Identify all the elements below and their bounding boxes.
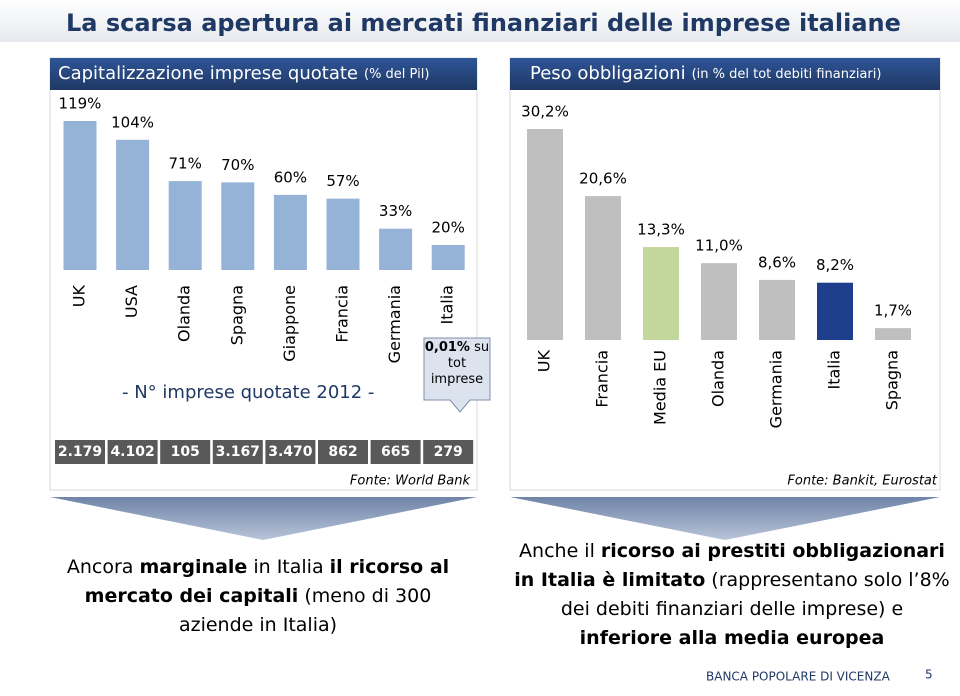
panel-header <box>510 58 940 90</box>
value-label: 1,7% <box>874 302 912 320</box>
note-run: marginale <box>139 556 248 578</box>
category-label: Olanda <box>175 285 194 342</box>
value-label: 20% <box>432 218 465 236</box>
callout-text: su tot imprese <box>430 340 490 387</box>
count-box <box>265 440 316 464</box>
bar <box>379 228 413 270</box>
count-label: 665 <box>381 444 410 460</box>
category-label: Spagna <box>227 285 246 345</box>
value-label: 30,2% <box>521 103 569 121</box>
count-box <box>107 440 158 464</box>
count-box <box>212 440 263 464</box>
value-label: 119% <box>59 95 102 113</box>
value-label: 57% <box>326 172 359 190</box>
source: Fonte: Bankit, Eurostat <box>787 474 937 489</box>
value-label: 20,6% <box>579 170 627 188</box>
chart-title: Capitalizzazione imprese quotate (% del P… <box>58 63 429 84</box>
bar <box>273 194 307 270</box>
note-run: in Italia <box>247 556 330 578</box>
count-label: 2.179 <box>58 444 102 460</box>
bar <box>116 139 150 270</box>
note-run: inferiore alla media europea <box>579 627 885 649</box>
bar <box>759 279 795 340</box>
bar <box>701 263 737 340</box>
value-label: 70% <box>221 156 254 174</box>
note-run: ricorso ai prestiti obbligazionari in It… <box>514 540 945 591</box>
count-label: 862 <box>328 444 357 460</box>
funnel-arrow <box>50 497 477 540</box>
note: Anche il ricorso ai prestiti obbligazion… <box>512 537 952 653</box>
category-label: Giappone <box>280 285 299 362</box>
funnel-arrow <box>510 497 940 540</box>
value-label: 33% <box>379 202 412 220</box>
footer-company: BANCA POPOLARE DI VICENZA <box>706 670 891 684</box>
category-label: UK <box>535 349 554 372</box>
note-run: (meno di 300 aziende in Italia) <box>178 585 432 636</box>
slide-title: La scarsa apertura ai mercati finanziari… <box>66 9 901 37</box>
note-run: il ricorso al mercato dei capitali <box>84 556 450 607</box>
category-label: Olanda <box>709 350 728 407</box>
callout-highlight: 0,01% <box>424 340 470 355</box>
bar <box>875 328 911 340</box>
note-run: Ancora <box>66 556 140 578</box>
quoted-label: - N° imprese quotate 2012 - <box>122 382 374 403</box>
callout: 0,01% su tot imprese <box>424 340 490 388</box>
count-box <box>423 440 474 464</box>
bar <box>643 247 679 340</box>
count-label: 3.167 <box>216 444 260 460</box>
chart-subtitle: (in % del tot debiti finanziari) <box>692 67 882 82</box>
category-label: USA <box>122 285 141 318</box>
category-label: Media EU <box>651 350 670 425</box>
count-label: 105 <box>171 444 200 460</box>
count-label: 3.470 <box>268 444 313 460</box>
count-box <box>55 440 105 464</box>
count-box <box>370 440 421 464</box>
note-run: Anche il <box>519 540 601 562</box>
category-label: UK <box>70 284 89 307</box>
chart-title: Peso obbligazioni (in % del tot debiti fi… <box>530 63 881 84</box>
value-label: 104% <box>111 113 154 131</box>
category-label: Italia <box>825 350 844 390</box>
value-label: 13,3% <box>637 221 685 239</box>
count-label: 4.102 <box>110 444 154 460</box>
count-box <box>318 440 368 464</box>
count-label: 279 <box>434 444 463 460</box>
value-label: 71% <box>169 155 202 173</box>
category-label: Francia <box>333 285 352 343</box>
page-number: 5 <box>925 668 933 682</box>
note: Ancora marginale in Italia il ricorso al… <box>48 553 468 640</box>
value-label: 8,6% <box>758 253 796 271</box>
chart-title-main: Peso obbligazioni <box>530 63 686 84</box>
bar <box>585 196 621 340</box>
bar <box>431 244 465 270</box>
chart-title-main: Capitalizzazione imprese quotate <box>58 63 358 84</box>
bar <box>326 198 360 270</box>
value-label: 11,0% <box>695 237 743 255</box>
value-label: 8,2% <box>816 256 854 274</box>
count-box <box>160 440 211 464</box>
bar <box>221 182 255 270</box>
note-run: (rappresentano solo l’8% dei debiti fina… <box>560 569 950 620</box>
bar <box>527 129 563 340</box>
value-label: 60% <box>274 168 307 186</box>
callout-box <box>423 337 491 413</box>
category-label: Italia <box>438 285 457 325</box>
category-label: Germania <box>385 285 404 363</box>
chart-subtitle: (% del Pil) <box>364 67 429 82</box>
bar <box>168 181 202 270</box>
category-label: Francia <box>593 350 612 408</box>
source: Fonte: World Bank <box>350 474 471 489</box>
bar <box>817 282 853 340</box>
category-label: Spagna <box>883 350 902 410</box>
category-label: Germania <box>767 350 786 428</box>
panel-header <box>50 58 477 90</box>
bar <box>63 121 97 270</box>
title-band <box>0 0 960 42</box>
